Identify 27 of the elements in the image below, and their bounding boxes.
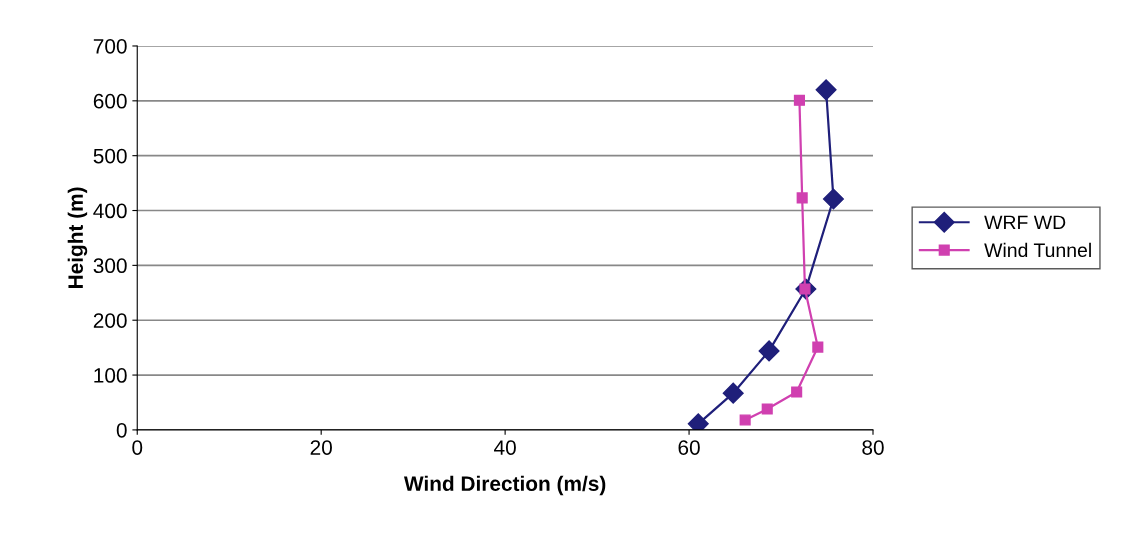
- legend-label: WRF WD: [984, 215, 1066, 230]
- x-tick-label: 80: [862, 440, 884, 455]
- point: [722, 382, 744, 404]
- y-tick-label: 0: [116, 422, 127, 438]
- y-tick-label: 500: [93, 148, 127, 164]
- y-tick-label: 200: [93, 313, 127, 328]
- point: [812, 341, 824, 353]
- legend-label: Wind Tunnel: [984, 242, 1091, 258]
- y-tick-label: 400: [93, 203, 127, 219]
- point: [761, 403, 773, 415]
- point: [796, 192, 808, 204]
- point: [793, 94, 805, 106]
- x-tick-label: 40: [494, 440, 516, 455]
- point: [739, 414, 751, 426]
- y-tick-label: 600: [93, 93, 127, 109]
- x-tick-label: 60: [678, 440, 700, 455]
- y-tick-label: 100: [94, 368, 127, 383]
- point: [758, 340, 780, 362]
- x-tick-label: 20: [310, 440, 332, 455]
- point: [822, 188, 844, 210]
- x-axis-title: Wind Direction (m/s): [403, 475, 606, 496]
- point: [815, 79, 837, 101]
- y-tick-label: 300: [93, 258, 127, 274]
- y-tick-label: 700: [93, 38, 127, 54]
- y-axis-title: Height (m): [67, 187, 88, 289]
- x-tick-label: 0: [132, 440, 143, 455]
- point: [791, 386, 803, 398]
